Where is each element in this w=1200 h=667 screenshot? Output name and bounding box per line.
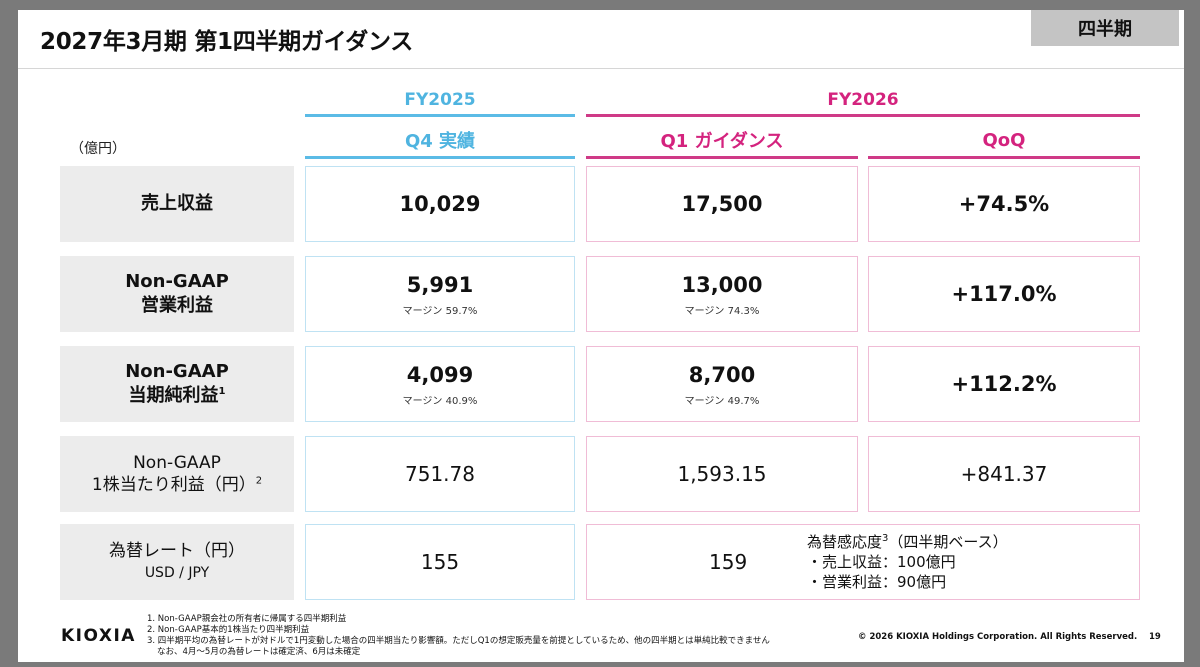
footnote: なお、4月～5月の為替レートは確定済、6月は未確定 — [157, 647, 361, 657]
margin-label: マージン 40.9% — [402, 395, 478, 407]
copyright: © 2026 KIOXIA Holdings Corporation. All … — [858, 632, 1138, 642]
footnote: 3. 四半期平均の為替レートが対ドルで1円変動した場合の四半期当たり影響額。ただ… — [147, 636, 770, 646]
kioxia-logo: KIOXIA — [61, 626, 136, 646]
table-cell: +74.5% — [868, 166, 1140, 242]
fy2025-label: FY2025 — [404, 90, 476, 110]
quarter-badge: 四半期 — [1031, 10, 1179, 46]
table-cell: +117.0% — [868, 256, 1140, 332]
table-cell: 17,500 — [586, 166, 858, 242]
table-cell: 8,700 マージン 49.7% — [586, 346, 858, 422]
column-header-q1-guidance: Q1 ガイダンス — [660, 131, 784, 152]
footnote-ref: 1 — [218, 386, 226, 397]
table-cell: 4,099 マージン 40.9% — [305, 346, 575, 422]
unit-label: （億円） — [70, 141, 126, 157]
q1-header-rule — [586, 156, 858, 159]
row-label-fx-rate: 為替レート（円） USD / JPY — [60, 524, 294, 600]
row-label-operating-income: Non-GAAP 営業利益 — [60, 256, 294, 332]
fy2026-label: FY2026 — [827, 90, 899, 110]
q4-header-rule — [305, 156, 575, 159]
table-cell: 155 — [305, 524, 575, 600]
table-cell: 1,593.15 — [586, 436, 858, 512]
footnote: 1. Non-GAAP親会社の所有者に帰属する四半期利益 — [147, 614, 347, 624]
margin-label: マージン 74.3% — [684, 305, 760, 317]
footnote: 2. Non-GAAP基本的1株当たり四半期利益 — [147, 625, 310, 635]
row-label-eps: Non-GAAP 1株当たり利益（円）2 — [60, 436, 294, 512]
table-cell: 751.78 — [305, 436, 575, 512]
footnotes: 1. Non-GAAP親会社の所有者に帰属する四半期利益 2. Non-GAAP… — [147, 614, 770, 658]
fx-sensitivity-note: 為替感応度3（四半期ベース） ・売上収益：100億円 ・営業利益：90億円 — [807, 533, 1008, 591]
title-divider — [18, 68, 1184, 69]
margin-label: マージン 49.7% — [684, 395, 760, 407]
table-cell: 10,029 — [305, 166, 575, 242]
row-label-net-income: Non-GAAP 当期純利益1 — [60, 346, 294, 422]
fy2025-rule — [305, 114, 575, 117]
page-number: 19 — [1149, 632, 1161, 642]
table-cell: 159 — [586, 524, 1140, 600]
page-title: 2027年3月期 第1四半期ガイダンス — [40, 29, 413, 55]
table-cell: +112.2% — [868, 346, 1140, 422]
column-header-q4-actual: Q4 実績 — [404, 131, 476, 152]
slide: 2027年3月期 第1四半期ガイダンス 四半期 （億円） FY2025 FY20… — [18, 10, 1184, 662]
row-label-revenue: 売上収益 — [60, 166, 294, 242]
fy2026-rule — [586, 114, 1140, 117]
margin-label: マージン 59.7% — [402, 305, 478, 317]
footnote-ref: 2 — [255, 475, 263, 487]
qoq-header-rule — [868, 156, 1140, 159]
column-header-qoq: QoQ — [982, 130, 1026, 151]
table-cell: +841.37 — [868, 436, 1140, 512]
table-cell: 5,991 マージン 59.7% — [305, 256, 575, 332]
table-cell: 13,000 マージン 74.3% — [586, 256, 858, 332]
